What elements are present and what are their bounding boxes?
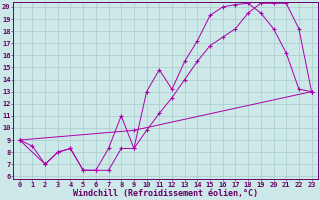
X-axis label: Windchill (Refroidissement éolien,°C): Windchill (Refroidissement éolien,°C) <box>73 189 258 198</box>
